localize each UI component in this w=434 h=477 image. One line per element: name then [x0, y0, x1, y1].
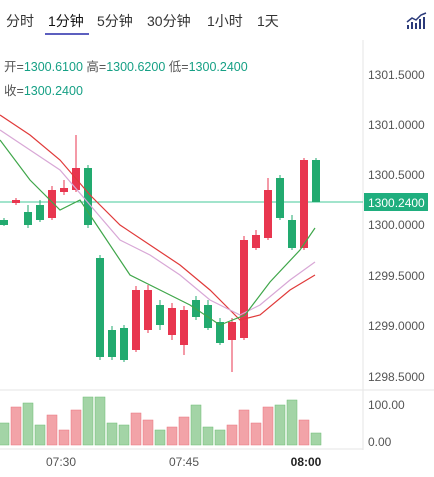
- x-tick-label: 07:30: [46, 455, 76, 469]
- candle-body: [96, 258, 104, 357]
- volume-bar: [46, 414, 58, 446]
- x-tick-label: 08:00: [291, 455, 322, 469]
- open-label: 开=: [4, 60, 24, 74]
- timeframe-tabs: 分时 1分钟 5分钟 30分钟 1小时 1天: [0, 0, 434, 40]
- candle-body: [156, 305, 164, 325]
- volume-bar: [298, 419, 310, 446]
- low-value: 1300.2400: [188, 60, 248, 74]
- volume-bars-group: [0, 396, 322, 446]
- y-tick-label: 1301.0000: [368, 118, 425, 132]
- low-label: 低=: [168, 60, 189, 74]
- candle-body: [84, 168, 92, 225]
- volume-bar: [106, 422, 118, 446]
- volume-bar: [190, 404, 202, 446]
- tab-30min[interactable]: 30分钟: [147, 13, 191, 29]
- y-tick-label: 1299.5000: [368, 269, 425, 283]
- volume-bar: [118, 424, 130, 446]
- close-value: 1300.2400: [23, 84, 83, 98]
- volume-bar: [70, 409, 82, 446]
- volume-bar: [94, 396, 106, 446]
- candle-body: [60, 188, 68, 192]
- candle-body: [0, 220, 8, 225]
- candle-body: [240, 240, 248, 338]
- high-label: 高=: [86, 60, 107, 74]
- high-value: 1300.6200: [106, 60, 166, 74]
- volume-bar: [286, 399, 298, 446]
- candle-body: [144, 290, 152, 330]
- y-tick-label: 1300.5000: [368, 168, 425, 182]
- candle-body: [132, 290, 140, 350]
- volume-bar: [166, 426, 178, 446]
- volume-bar: [10, 406, 22, 446]
- candle-body: [312, 160, 320, 202]
- candle-body: [168, 308, 176, 335]
- volume-bar: [250, 422, 262, 446]
- candles-group: [0, 135, 320, 372]
- volume-bar: [238, 409, 250, 446]
- candle-body: [36, 205, 44, 220]
- candle-body: [180, 310, 188, 345]
- tab-1min[interactable]: 1分钟: [48, 13, 84, 29]
- moving-average-line: [0, 129, 316, 316]
- volume-bar: [226, 424, 238, 446]
- candle-body: [120, 328, 128, 360]
- candle-body: [300, 160, 308, 248]
- active-tab-underline: [45, 33, 89, 35]
- volume-bar: [22, 402, 34, 446]
- tab-1hour[interactable]: 1小时: [207, 13, 243, 29]
- tab-5min[interactable]: 5分钟: [97, 13, 133, 29]
- candle-body: [276, 178, 284, 218]
- tab-time-share[interactable]: 分时: [6, 13, 34, 29]
- volume-bar: [82, 396, 94, 446]
- ohlc-row-2: 收=1300.2400: [4, 80, 83, 99]
- volume-bar: [202, 426, 214, 446]
- volume-bar: [154, 429, 166, 446]
- last-price-badge: [364, 193, 428, 211]
- y-tick-label: 1299.0000: [368, 319, 425, 333]
- volume-bar: [214, 429, 226, 446]
- moving-average-line: [0, 139, 316, 326]
- candle-body: [252, 235, 260, 248]
- volume-bar: [142, 419, 154, 446]
- y-tick-label: 1301.5000: [368, 68, 425, 82]
- volume-bar: [178, 416, 190, 446]
- volume-tick-label: 100.00: [368, 398, 405, 412]
- last-price-label: 1300.2400: [368, 196, 425, 210]
- open-value: 1300.6100: [23, 60, 83, 74]
- volume-bar: [130, 412, 142, 446]
- candle-body: [12, 200, 20, 203]
- moving-averages-group: [0, 114, 316, 326]
- candle-body: [228, 322, 236, 340]
- candle-body: [264, 190, 272, 238]
- candle-body: [288, 220, 296, 248]
- volume-bar: [0, 422, 10, 446]
- tab-1day[interactable]: 1天: [257, 13, 279, 29]
- candlestick-chart[interactable]: 1301.5000 1301.0000 1300.5000 1300.0000 …: [0, 40, 434, 477]
- candle-body: [216, 322, 224, 343]
- volume-bar: [58, 429, 70, 446]
- y-tick-label: 1300.0000: [368, 218, 425, 232]
- y-tick-label: 1298.5000: [368, 370, 425, 384]
- volume-bar: [310, 432, 322, 446]
- indicator-settings-icon[interactable]: [406, 12, 428, 30]
- volume-bar: [262, 406, 274, 446]
- close-label: 收=: [4, 84, 24, 98]
- x-tick-label: 07:45: [169, 455, 199, 469]
- candle-body: [24, 212, 32, 225]
- volume-bar: [274, 404, 286, 446]
- moving-average-line: [0, 114, 316, 321]
- ohlc-row-1: 开=1300.6100 高=1300.6200 低=1300.2400: [4, 56, 248, 75]
- volume-bar: [34, 424, 46, 446]
- candle-body: [48, 190, 56, 218]
- candle-body: [108, 330, 116, 357]
- volume-tick-label: 0.00: [368, 435, 392, 449]
